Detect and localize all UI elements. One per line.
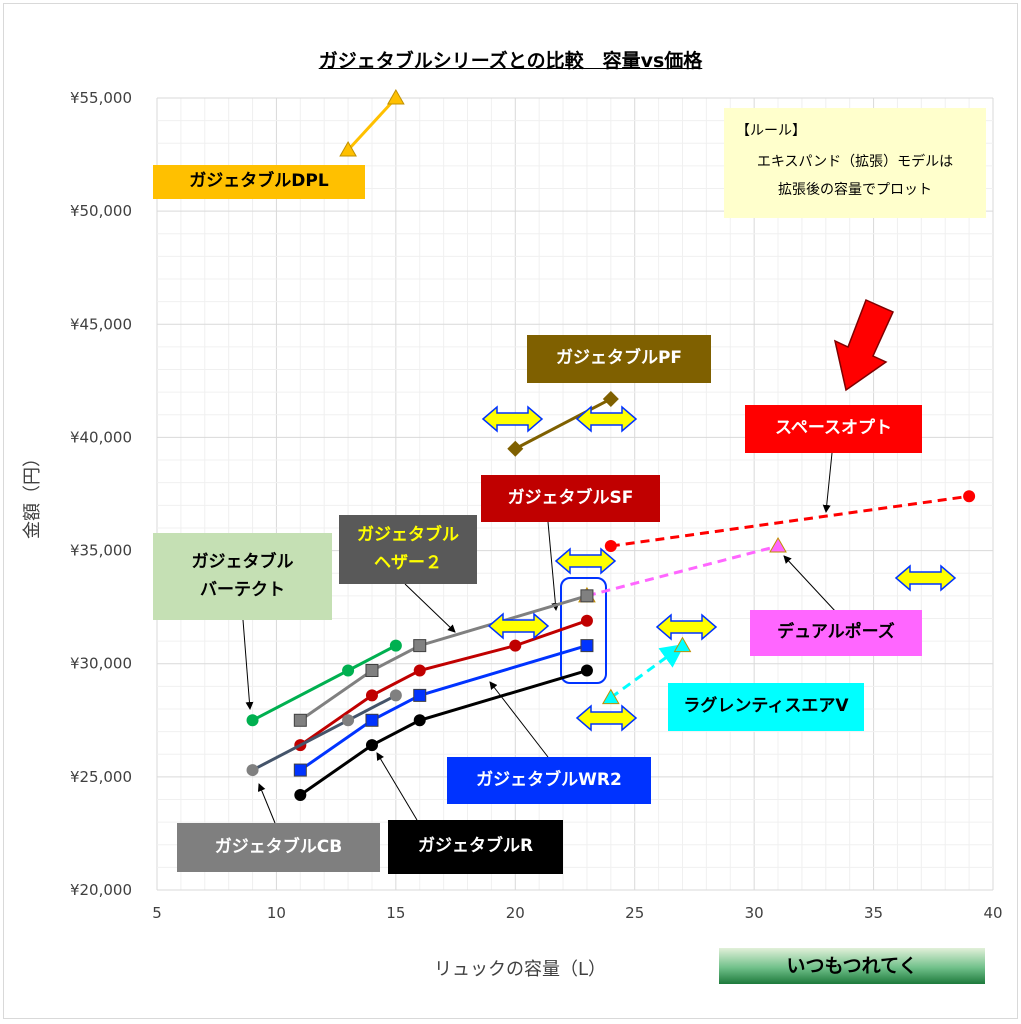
series-line xyxy=(610,494,970,548)
chart-frame xyxy=(3,3,1018,1019)
double-arrow-icon xyxy=(894,564,957,592)
double-arrow-icon xyxy=(575,405,638,433)
x-tick-label: 40 xyxy=(983,904,1002,922)
data-point xyxy=(601,688,620,705)
chart-title: ガジェタブルシリーズとの比較 容量vs価格 xyxy=(318,50,703,72)
data-point xyxy=(293,763,307,777)
data-point xyxy=(580,639,594,653)
data-point xyxy=(342,664,355,677)
double-arrow-icon xyxy=(481,405,544,433)
leader-arrow xyxy=(404,583,456,633)
leader-arrow xyxy=(822,452,833,513)
y-tick-label: ¥50,000 xyxy=(70,202,132,220)
data-point xyxy=(413,688,427,702)
data-point xyxy=(342,714,355,727)
label-wr2: ガジェタブルWR2 xyxy=(447,757,651,804)
label-ragrenti: ラグレンティスエアV xyxy=(668,683,864,731)
data-point xyxy=(246,764,259,777)
rule-note: 【ルール】 エキスパンド（拡張）モデルは 拡張後の容量でプロット xyxy=(724,108,986,218)
leader-arrow xyxy=(489,681,549,758)
data-point xyxy=(602,390,619,407)
y-tick-label: ¥35,000 xyxy=(70,542,132,560)
series-line xyxy=(346,96,397,152)
data-point xyxy=(246,714,259,727)
data-point xyxy=(365,739,378,752)
x-tick-label: 30 xyxy=(745,904,764,922)
label-sf: ガジェタブルSF xyxy=(481,475,660,522)
data-point xyxy=(580,589,594,603)
label-itsumo: いつもつれてく xyxy=(719,948,985,984)
data-point xyxy=(365,664,379,678)
series-スペースオプト xyxy=(604,490,976,553)
rule-body: エキスパンド（拡張）モデルは 拡張後の容量でプロット xyxy=(756,154,954,198)
series-line xyxy=(514,397,612,451)
series-ガジェタブルCB xyxy=(246,689,402,777)
data-point xyxy=(509,639,522,652)
x-tick-label: 20 xyxy=(506,904,525,922)
series-line xyxy=(299,669,588,797)
data-point xyxy=(673,636,692,653)
series-ガジェタブルバーテクト xyxy=(246,639,402,727)
y-tick-label: ¥40,000 xyxy=(70,428,132,446)
x-tick-label: 10 xyxy=(267,904,286,922)
x-tick-label: 25 xyxy=(625,904,644,922)
double-arrow-icon xyxy=(554,547,617,575)
series-line xyxy=(586,544,779,598)
leader-arrow xyxy=(376,752,418,821)
data-point xyxy=(604,540,617,553)
data-point xyxy=(769,537,787,553)
data-point xyxy=(365,713,379,727)
leader-arrow xyxy=(547,521,560,611)
y-tick-label: ¥45,000 xyxy=(70,315,132,333)
x-tick-label: 15 xyxy=(386,904,405,922)
data-point xyxy=(339,141,357,157)
data-point xyxy=(294,788,307,801)
series-ガジェタブルPF xyxy=(507,390,619,457)
series-ガジェタブルR xyxy=(294,664,593,801)
data-point xyxy=(293,713,307,727)
data-point xyxy=(507,440,524,457)
label-cb: ガジェタブルCB xyxy=(177,823,380,872)
x-tick-label: 35 xyxy=(864,904,883,922)
label-dualpose: デュアルポーズ xyxy=(750,610,922,656)
y-tick-label: ¥20,000 xyxy=(70,881,132,899)
leader-arrow xyxy=(242,619,254,710)
label-pf: ガジェタブルPF xyxy=(527,335,711,383)
data-point xyxy=(580,614,593,627)
data-point xyxy=(386,88,405,105)
series-ガジェタブルWR2 xyxy=(293,639,594,777)
data-point xyxy=(413,714,426,727)
data-point xyxy=(580,664,593,677)
big-red-arrow-icon xyxy=(833,298,894,392)
double-arrow-icon xyxy=(487,612,550,640)
data-point xyxy=(389,639,402,652)
y-axis-title: 金額（円） xyxy=(22,449,43,539)
label-dpl: ガジェタブルDPL xyxy=(153,165,365,199)
series-line xyxy=(299,644,588,772)
leader-arrows xyxy=(242,452,837,824)
double-arrow-icon xyxy=(655,613,718,641)
leader-arrow xyxy=(783,555,837,613)
label-spaceopt: スペースオプト xyxy=(745,405,922,453)
label-r: ガジェタブルR xyxy=(388,820,563,874)
rule-heading: 【ルール】 xyxy=(736,123,806,139)
data-point xyxy=(963,490,976,503)
data-point xyxy=(413,639,427,653)
data-point xyxy=(389,689,402,702)
series-ガジェタブルDPL xyxy=(339,88,405,157)
y-tick-label: ¥25,000 xyxy=(70,768,132,786)
label-vertect: ガジェタブル バーテクト xyxy=(153,533,332,620)
data-point xyxy=(413,664,426,677)
y-tick-label: ¥55,000 xyxy=(70,89,132,107)
x-tick-label: 5 xyxy=(152,904,162,922)
data-point xyxy=(365,689,378,702)
leader-arrow xyxy=(257,783,276,824)
y-tick-label: ¥30,000 xyxy=(70,655,132,673)
x-axis-title: リュックの容量（L） xyxy=(434,959,606,980)
label-heather: ガジェタブル ヘザー２ xyxy=(339,515,477,584)
series-ラグレンティスエアV xyxy=(601,636,692,705)
double-arrow-icon xyxy=(575,704,638,732)
